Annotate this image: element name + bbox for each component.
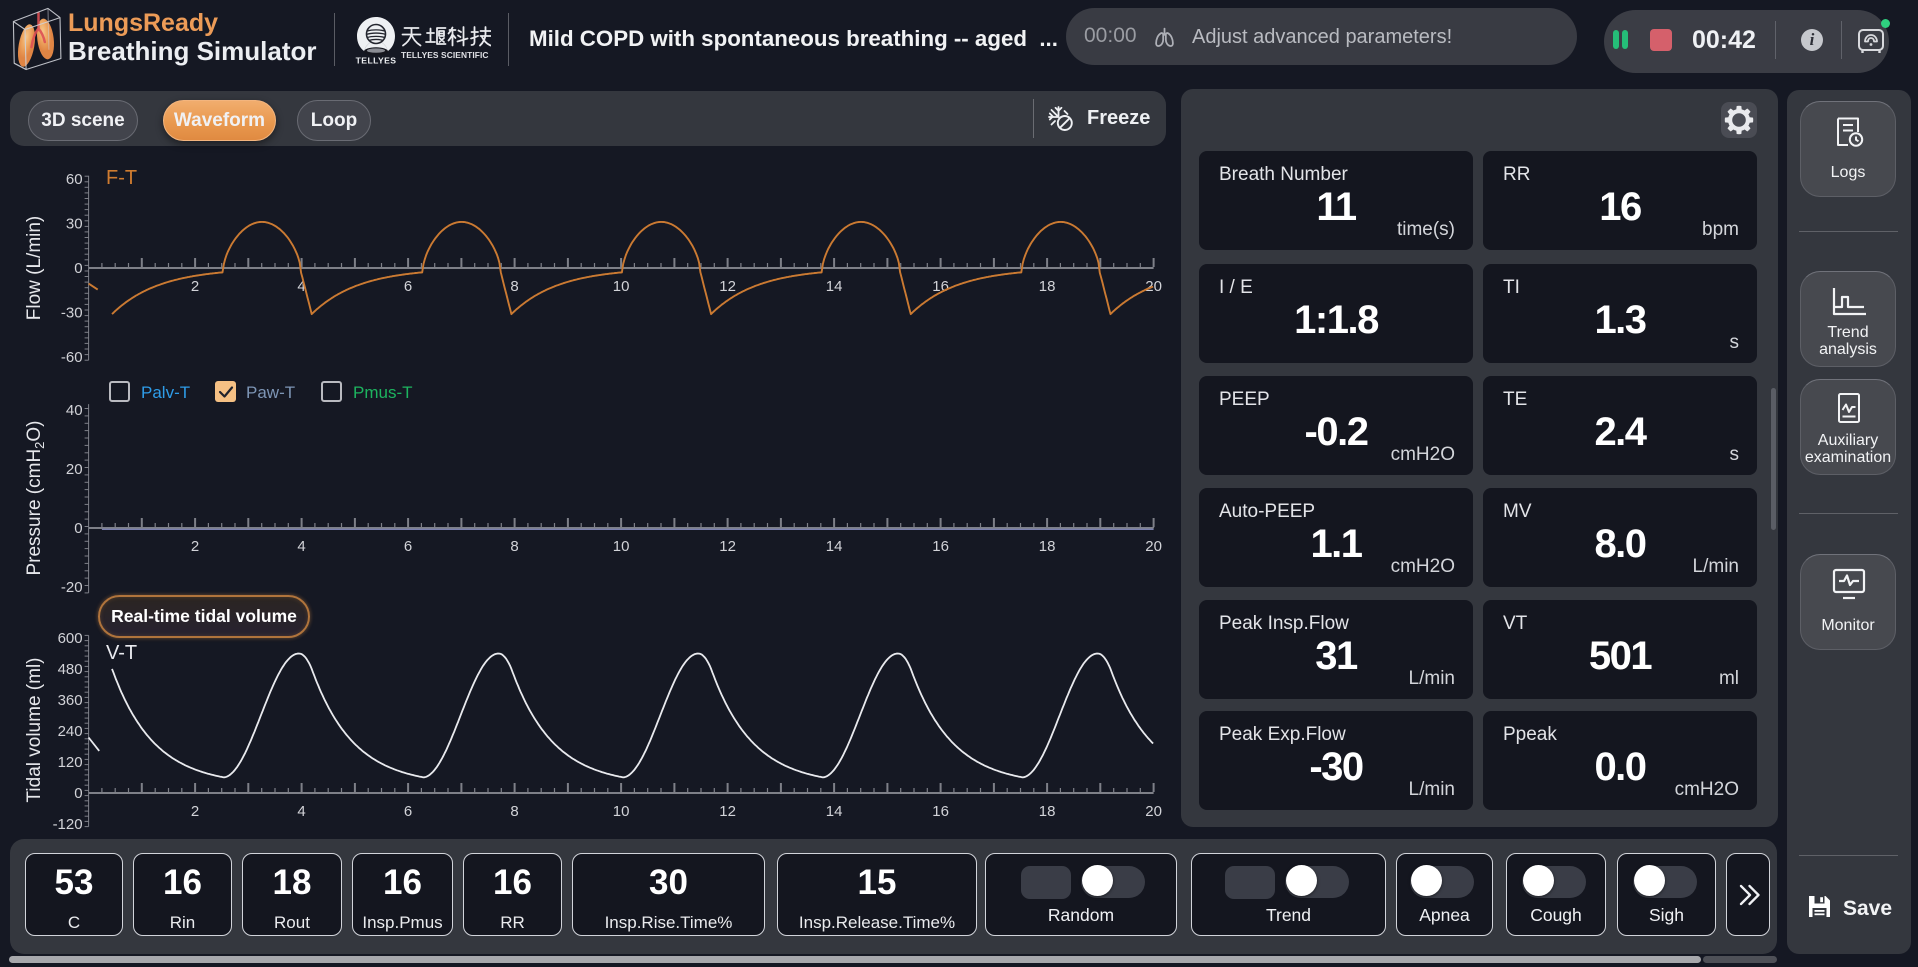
svg-text:18: 18 [1039,278,1056,295]
svg-text:Pressure (cmH2O): Pressure (cmH2O) [24,420,47,575]
svg-text:2: 2 [191,538,199,555]
svg-text:20: 20 [1145,803,1162,820]
svg-text:4: 4 [297,538,305,555]
svg-text:18: 18 [1039,803,1056,820]
svg-text:0: 0 [74,520,82,537]
svg-text:20: 20 [1145,278,1162,295]
svg-text:4: 4 [297,278,305,295]
svg-text:Flow (L/min): Flow (L/min) [24,216,45,321]
svg-text:600: 600 [58,630,83,647]
svg-text:Tidal volume (ml): Tidal volume (ml) [24,658,45,803]
svg-text:6: 6 [404,803,412,820]
svg-text:14: 14 [826,278,843,295]
svg-text:12: 12 [719,538,736,555]
svg-text:10: 10 [613,803,630,820]
svg-text:240: 240 [58,723,83,740]
svg-text:12: 12 [719,803,736,820]
svg-text:20: 20 [1145,538,1162,555]
svg-text:16: 16 [932,538,949,555]
svg-text:120: 120 [58,754,83,771]
svg-text:-30: -30 [61,305,83,322]
svg-text:14: 14 [826,538,843,555]
svg-text:0: 0 [74,785,82,802]
svg-text:30: 30 [66,215,83,232]
svg-text:2: 2 [191,278,199,295]
svg-text:8: 8 [510,538,518,555]
svg-text:0: 0 [74,260,82,277]
svg-text:10: 10 [613,538,630,555]
svg-text:20: 20 [66,461,83,478]
svg-text:12: 12 [719,278,736,295]
svg-text:-20: -20 [61,579,83,596]
svg-text:8: 8 [510,803,518,820]
svg-text:2: 2 [191,803,199,820]
svg-text:480: 480 [58,661,83,678]
svg-text:V-T: V-T [106,642,137,664]
svg-text:-120: -120 [53,816,83,833]
svg-text:40: 40 [66,402,83,419]
svg-text:60: 60 [66,171,83,188]
svg-text:6: 6 [404,538,412,555]
svg-text:14: 14 [826,803,843,820]
svg-text:6: 6 [404,278,412,295]
svg-text:TELLYES: TELLYES [356,56,397,66]
svg-text:F-T: F-T [106,167,137,189]
svg-text:8: 8 [510,278,518,295]
svg-text:18: 18 [1039,538,1056,555]
svg-text:-60: -60 [61,349,83,366]
svg-text:16: 16 [932,803,949,820]
svg-text:10: 10 [613,278,630,295]
svg-text:4: 4 [297,803,305,820]
svg-text:360: 360 [58,692,83,709]
